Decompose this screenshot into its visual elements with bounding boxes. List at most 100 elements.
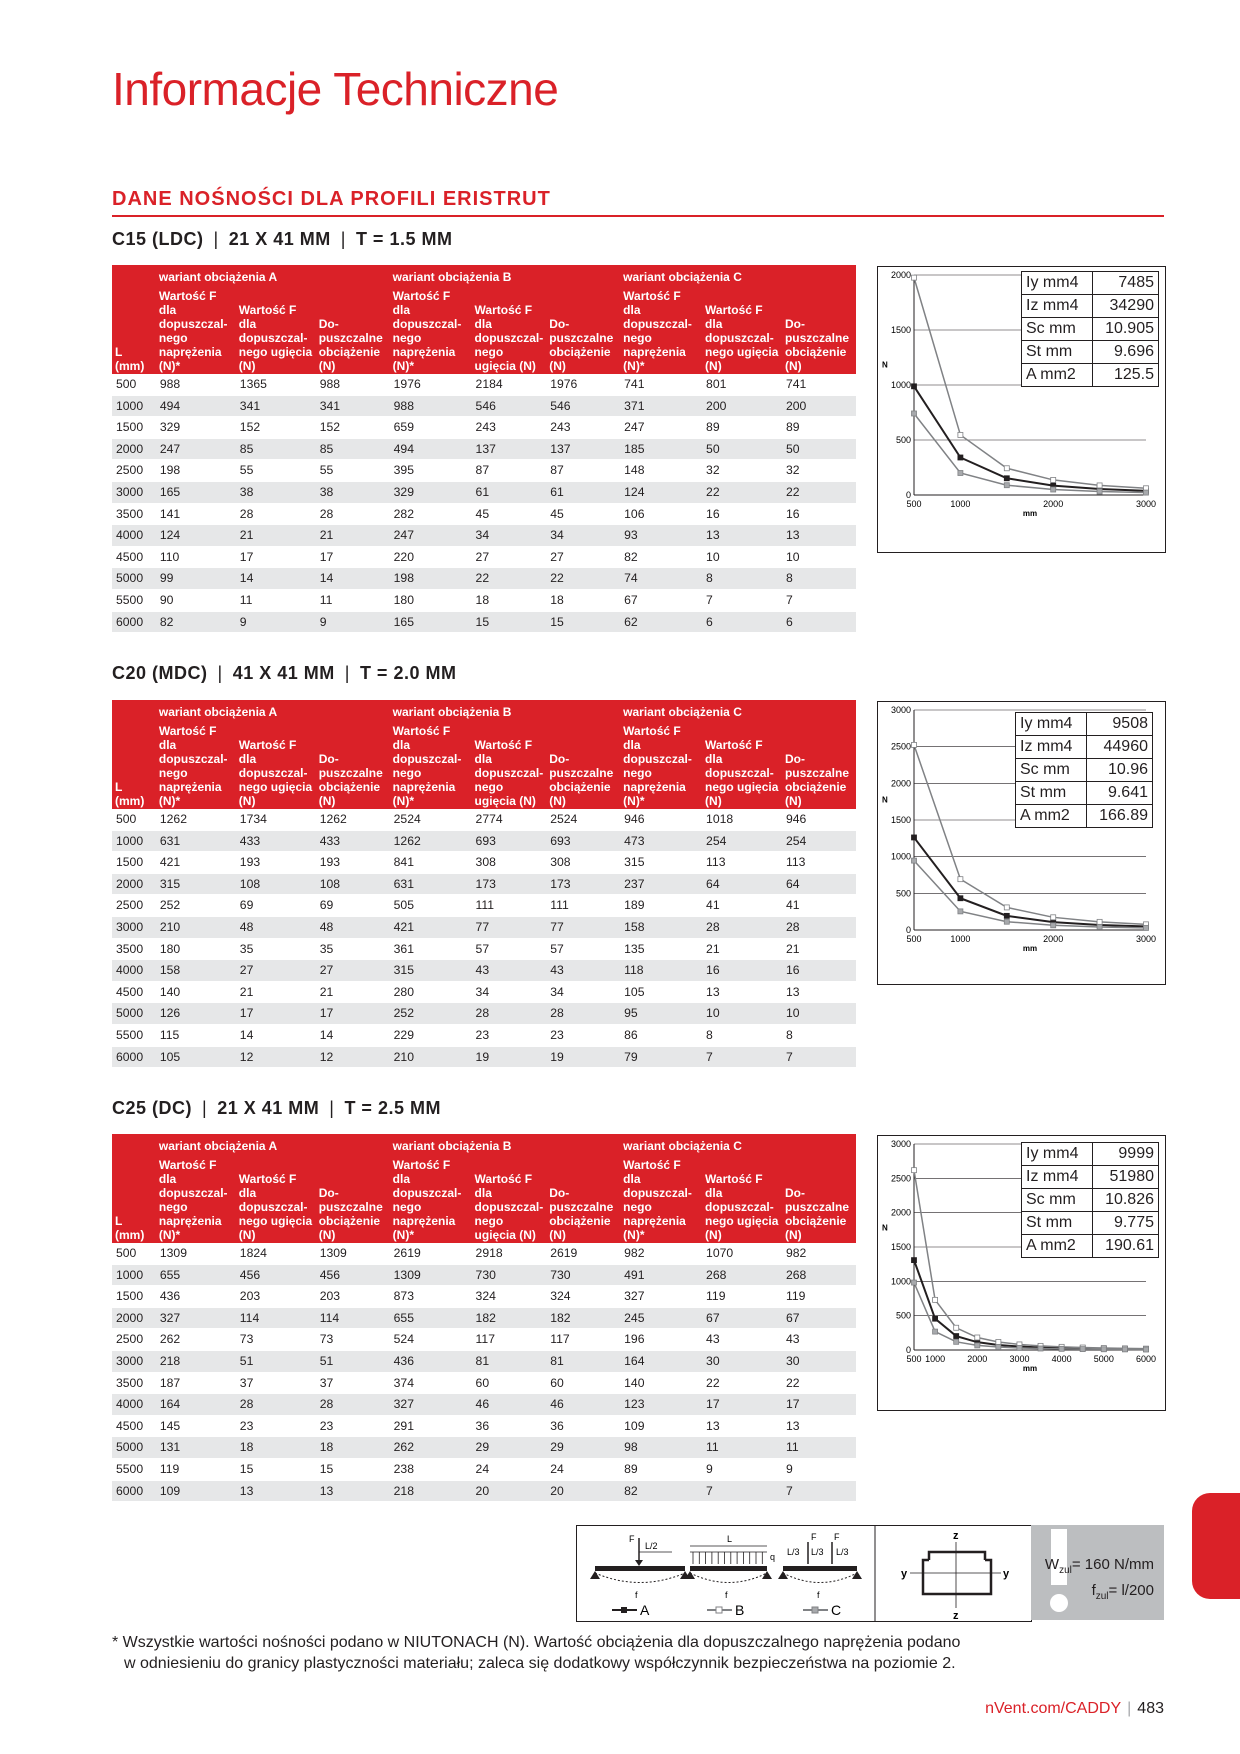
value-cell: 546	[471, 395, 547, 418]
data-point-c	[1100, 1346, 1107, 1353]
value-cell: 23	[235, 1415, 316, 1438]
value-cell: 193	[235, 851, 316, 874]
property-row: Iy mm4 7485	[1021, 271, 1160, 295]
length-cell: 6000	[112, 1046, 156, 1069]
axis-label-z-bottom: z	[953, 1610, 959, 1621]
value-cell: 9	[315, 611, 390, 634]
value-cell: 21	[235, 981, 316, 1004]
property-value: 9.696	[1091, 340, 1160, 364]
property-value: 10.905	[1091, 317, 1160, 341]
y-tick-label: 500	[896, 1311, 911, 1321]
profile-name: C15 (LDC)	[112, 229, 204, 249]
value-cell: 11	[702, 1436, 782, 1459]
value-cell: 1018	[702, 809, 782, 831]
value-cell: 1734	[235, 809, 316, 831]
length-cell: 1500	[112, 1285, 156, 1308]
value-cell: 473	[620, 830, 703, 853]
value-cell: 1824	[235, 1243, 316, 1265]
series-line-b	[913, 1170, 1147, 1350]
value-cell: 108	[315, 873, 390, 896]
value-cell: 48	[315, 916, 390, 939]
value-cell: 141	[155, 503, 236, 526]
table-row: 5500 90 11 11 180 18 18 67 7 7	[112, 589, 856, 612]
value-cell: 655	[155, 1264, 236, 1287]
third-span-label: L/3	[836, 1547, 849, 1557]
value-cell: 254	[702, 830, 782, 853]
value-cell: 15	[235, 1458, 316, 1481]
value-cell: 145	[155, 1415, 236, 1438]
value-cell: 24	[546, 1458, 621, 1481]
y-tick-label: 500	[896, 888, 911, 898]
value-cell: 62	[620, 611, 703, 634]
value-cell: 67	[781, 1307, 856, 1330]
table-row: 5000 131 18 18 262 29 29 98 11 11	[112, 1436, 856, 1459]
column-header-deflection: Wartość F dla dopuszczal-nego ugięcia (N…	[702, 288, 782, 374]
value-cell: 2184	[471, 374, 547, 396]
force-label-a: F	[629, 1534, 635, 1544]
value-cell: 165	[389, 611, 472, 634]
value-cell: 17	[235, 546, 316, 569]
value-cell: 2524	[546, 809, 621, 831]
legend-marker-b	[715, 1606, 723, 1614]
value-cell: 456	[235, 1264, 316, 1287]
value-cell: 82	[620, 546, 703, 569]
value-cell: 2524	[389, 809, 472, 831]
value-cell: 64	[702, 873, 782, 896]
value-cell: 135	[620, 938, 703, 961]
value-cell: 28	[546, 1002, 621, 1025]
column-header-stress: Wartość F dla dopuszczal-nego naprężenia…	[620, 1157, 703, 1243]
data-point-b	[1050, 914, 1057, 921]
value-cell: 131	[155, 1436, 236, 1459]
data-point-c	[911, 1279, 917, 1286]
profile-dims: 41 X 41 MM	[232, 663, 335, 683]
value-cell: 22	[781, 481, 856, 504]
length-cell: 2000	[112, 1307, 156, 1330]
value-cell: 341	[235, 395, 316, 418]
value-cell: 21	[315, 524, 390, 547]
value-cell: 69	[235, 894, 316, 917]
length-cell: 3500	[112, 1372, 156, 1395]
value-cell: 173	[546, 873, 621, 896]
length-cell: 500	[112, 374, 156, 396]
data-point-a	[957, 454, 964, 461]
value-cell: 247	[389, 524, 472, 547]
value-cell: 268	[781, 1264, 856, 1287]
value-cell: 254	[781, 830, 856, 853]
property-symbol: A mm2	[1015, 804, 1087, 828]
value-cell: 55	[235, 459, 316, 482]
property-value: 7485	[1091, 271, 1160, 295]
data-point-b	[1050, 477, 1057, 483]
legend-marker-c	[811, 1606, 819, 1614]
value-cell: 37	[235, 1372, 316, 1395]
value-cell: 282	[389, 503, 472, 526]
x-tick-label: 3000	[1009, 1354, 1029, 1364]
value-cell: 87	[471, 459, 547, 482]
length-cell: 3500	[112, 938, 156, 961]
value-cell: 119	[702, 1285, 782, 1308]
data-point-b	[957, 432, 964, 438]
value-cell: 27	[471, 546, 547, 569]
length-cell: 5000	[112, 567, 156, 590]
profile-section-icon	[921, 1550, 993, 1596]
property-symbol: Iy mm4	[1015, 712, 1087, 736]
distributed-load-label: q	[770, 1552, 775, 1562]
section-properties-c25: Iy mm4 9999 Iz mm4 51980 Sc mm 10.826 St mm 9.7…	[1021, 1142, 1160, 1258]
exclamation-icon	[1050, 1529, 1068, 1612]
y-tick-label: 1500	[891, 325, 911, 335]
value-cell: 13	[235, 1480, 316, 1503]
value-cell: 13	[781, 981, 856, 1004]
property-row: A mm2 166.89	[1015, 804, 1154, 828]
value-cell: 124	[620, 481, 703, 504]
length-cell: 3000	[112, 916, 156, 939]
value-cell: 329	[389, 481, 472, 504]
table-row: 1000 631 433 433 1262 693 693 473 254 254	[112, 830, 856, 853]
beam-c	[783, 1566, 857, 1571]
property-row: Iy mm4 9999	[1021, 1142, 1160, 1166]
y-tick-label: 1500	[891, 815, 911, 825]
value-cell: 13	[315, 1480, 390, 1503]
value-cell: 18	[471, 589, 547, 612]
site-link[interactable]: nVent.com/CADDY	[985, 1700, 1122, 1717]
legend-label-a: A	[640, 1602, 650, 1618]
table-row: 1000 655 456 456 1309 730 730 491 268 268	[112, 1264, 856, 1287]
value-cell: 81	[471, 1350, 547, 1373]
